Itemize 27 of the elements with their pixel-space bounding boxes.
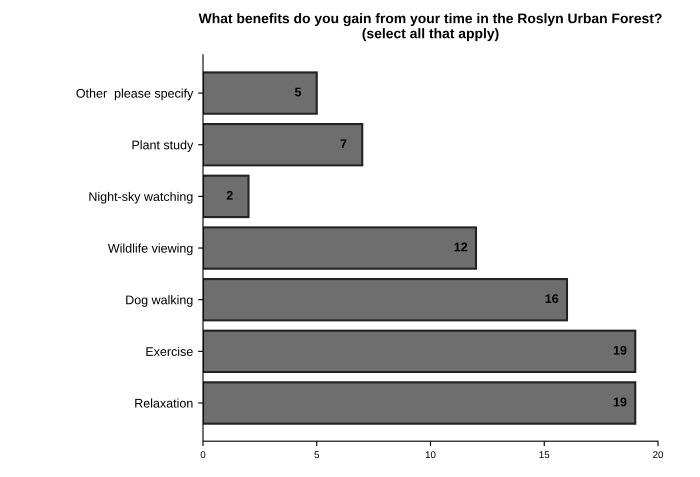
y-tick-label: Dog walking [126, 295, 192, 307]
data-label: 7 [340, 139, 346, 148]
bar [203, 226, 478, 270]
data-label: 12 [454, 242, 468, 252]
data-label: 19 [614, 398, 626, 406]
data-label: 16 [546, 294, 558, 304]
y-tick-label: Wildlife viewing [108, 244, 192, 256]
x-tick-label: 10 [426, 451, 436, 458]
x-tick-label: 5 [314, 451, 320, 458]
bar [203, 71, 318, 115]
y-tick-label: Night-sky watching [89, 192, 192, 204]
data-label: 2 [226, 190, 233, 200]
bar [203, 278, 568, 322]
chart-title: What benefits do you gain from your time in the Roslyn Urban Forest? (select all that apply) [198, 13, 662, 42]
bar [203, 123, 364, 166]
bar [203, 174, 250, 218]
bar [203, 381, 636, 425]
x-tick-label: 0 [200, 451, 206, 458]
y-tick-label: Exercise [146, 346, 193, 356]
x-tick-label: 15 [540, 451, 550, 458]
y-tick-label: Other please specify [76, 88, 194, 100]
data-label: 5 [294, 88, 302, 96]
y-tick-label: Plant study [132, 140, 194, 152]
bar [203, 330, 636, 374]
x-tick-label: 20 [653, 451, 664, 458]
y-tick-label: Relaxation [135, 398, 192, 408]
data-label: 19 [614, 346, 626, 355]
